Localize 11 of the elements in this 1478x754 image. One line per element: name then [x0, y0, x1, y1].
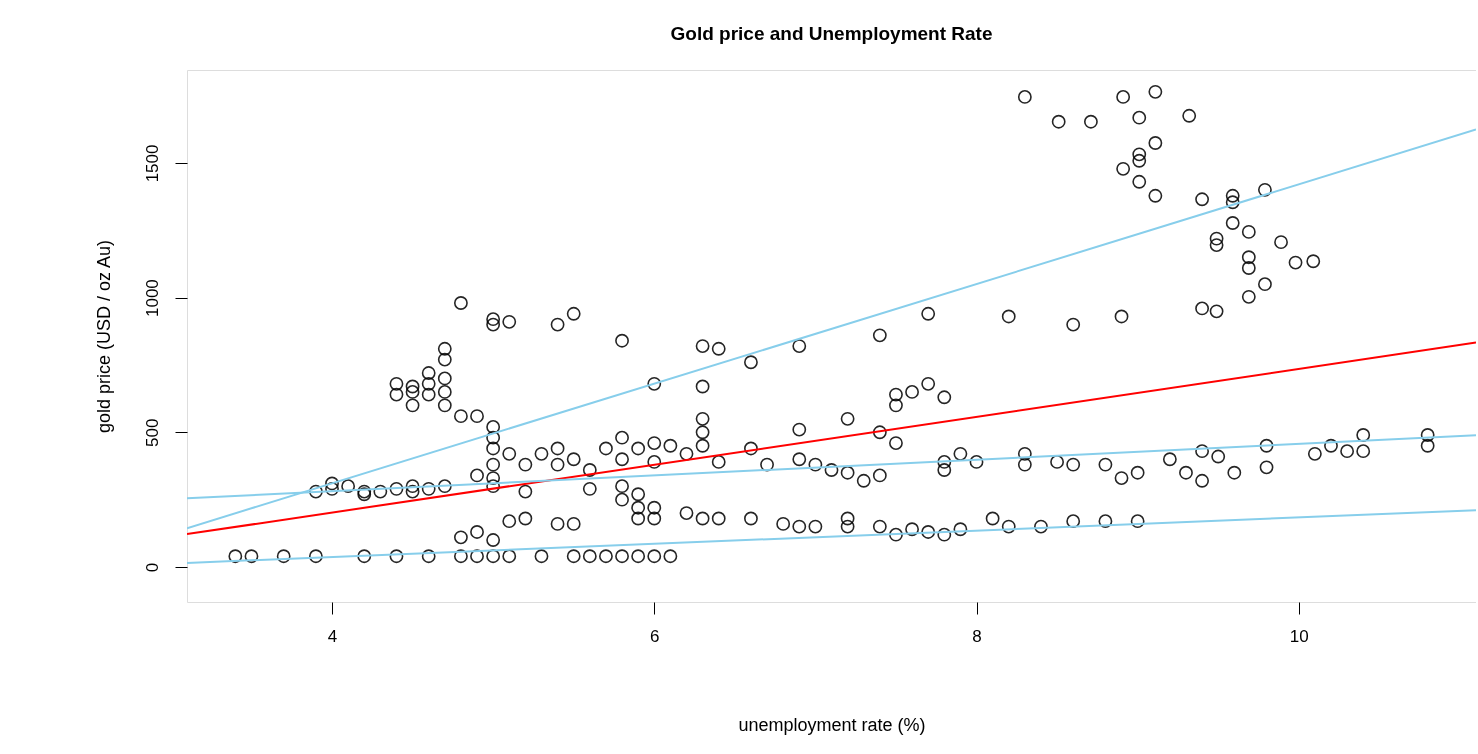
chart-title: Gold price and Unemployment Rate: [670, 23, 993, 44]
y-axis-title: gold price (USD / oz Au): [93, 239, 114, 434]
x-tick-label: 6: [650, 626, 660, 646]
x-tick-label: 4: [327, 626, 338, 646]
y-tick-label: 500: [142, 418, 162, 447]
x-tick-label: 8: [972, 626, 982, 646]
x-tick-label: 10: [1289, 626, 1309, 646]
x-axis-title: unemployment rate (%): [738, 714, 926, 735]
y-tick-label: 0: [142, 562, 162, 573]
y-tick-label: 1500: [142, 144, 162, 183]
y-tick-label: 1000: [142, 279, 162, 318]
